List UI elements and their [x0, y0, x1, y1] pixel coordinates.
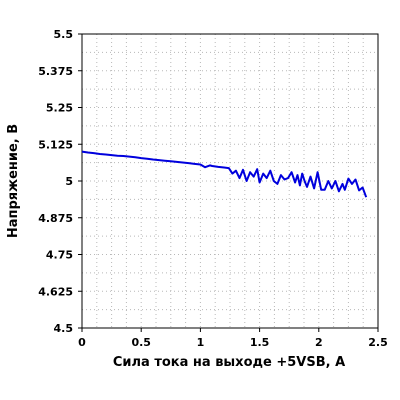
y-tick-label: 5 — [65, 175, 73, 188]
axis-ticks — [78, 33, 379, 332]
y-tick-label: 4.625 — [38, 285, 73, 298]
series-line — [81, 150, 368, 198]
y-tick-label: 5.25 — [46, 102, 73, 115]
x-tick-label: 0 — [78, 336, 86, 349]
y-tick-label: 5.375 — [38, 65, 73, 78]
x-tick-label: 2 — [315, 336, 323, 349]
y-tick-label: 5.125 — [38, 138, 73, 151]
y-tick-label: 4.75 — [46, 249, 73, 262]
x-tick-label: 2.5 — [368, 336, 388, 349]
y-tick-labels: 4.5 4.625 4.75 4.875 5 5.125 5.25 5.375 5.5 — [38, 28, 73, 335]
grid — [82, 34, 378, 328]
x-tick-label: 1 — [197, 336, 205, 349]
y-tick-label: 4.5 — [54, 322, 74, 335]
x-tick-label: 1.5 — [250, 336, 270, 349]
x-tick-label: 0.5 — [131, 336, 151, 349]
y-axis-label: Напряжение, В — [6, 124, 21, 238]
x-axis-label: Сила тока на выходе +5VSB, А — [113, 355, 345, 370]
x-tick-labels: 0 0.5 1 1.5 2 2.5 — [78, 336, 388, 349]
y-tick-label: 5.5 — [54, 28, 74, 41]
y-tick-label: 4.875 — [38, 212, 73, 225]
